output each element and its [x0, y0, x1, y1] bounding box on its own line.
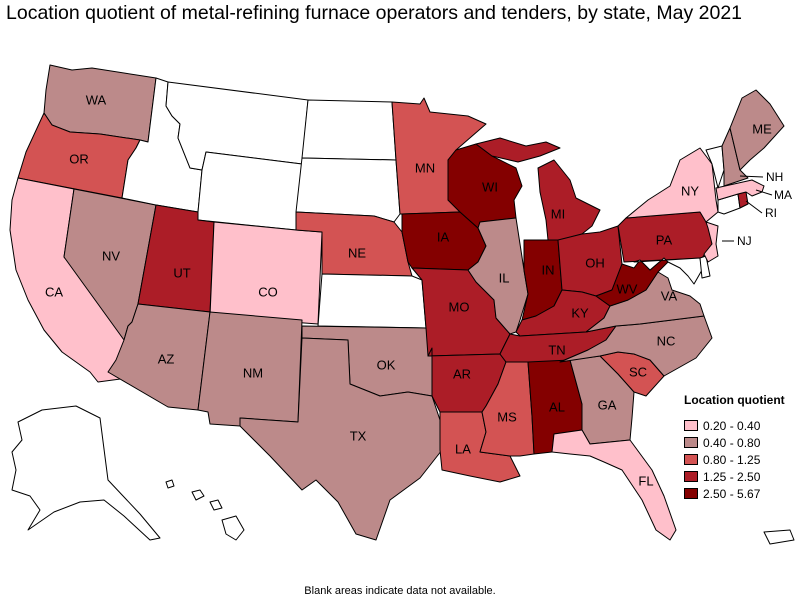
state-labels: WA OR CA NV UT CO AZ NM NE OK TX MN IA M… — [45, 92, 792, 488]
footnote: Blank areas indicate data not available. — [304, 585, 496, 597]
label-mn: MN — [415, 160, 435, 175]
label-ri: RI — [765, 206, 777, 220]
state-mi[interactable] — [475, 137, 601, 241]
state-nj[interactable] — [703, 221, 719, 263]
label-az: AZ — [158, 351, 175, 366]
legend: Location quotient 0.20 - 0.40 0.40 - 0.8… — [684, 393, 796, 502]
state-hi[interactable] — [165, 479, 245, 541]
map-title: Location quotient of metal-refining furn… — [6, 2, 743, 24]
legend-label-3: 0.80 - 1.25 — [703, 452, 761, 467]
state-co[interactable] — [209, 221, 323, 325]
label-nh: NH — [766, 170, 783, 184]
state-vt[interactable] — [705, 145, 725, 189]
label-pa: PA — [656, 232, 673, 247]
legend-item-4: 1.25 - 2.50 — [684, 468, 796, 485]
state-nd[interactable] — [301, 99, 397, 161]
label-mo: MO — [449, 299, 470, 314]
label-va: VA — [661, 288, 678, 303]
label-ma: MA — [774, 188, 792, 202]
state-me[interactable] — [729, 89, 785, 171]
label-al: AL — [549, 399, 565, 414]
state-ms[interactable] — [479, 361, 535, 457]
legend-title: Location quotient — [684, 393, 785, 407]
label-tx: TX — [350, 428, 367, 443]
label-nv: NV — [102, 248, 120, 263]
legend-label-1: 0.20 - 0.40 — [703, 418, 761, 433]
legend-swatch-1 — [684, 420, 698, 431]
label-me: ME — [752, 121, 772, 136]
state-ks[interactable] — [317, 273, 427, 329]
state-ri[interactable] — [737, 191, 749, 209]
legend-swatch-2 — [684, 437, 698, 448]
label-sc: SC — [629, 364, 647, 379]
label-ga: GA — [598, 397, 617, 412]
legend-swatch-5 — [684, 488, 698, 499]
state-ak[interactable] — [11, 405, 161, 541]
label-ok: OK — [377, 357, 396, 372]
label-fl: FL — [638, 473, 653, 488]
legend-swatch-3 — [684, 454, 698, 465]
leader-ri — [745, 200, 763, 214]
label-wv: WV — [617, 281, 638, 296]
state-pr[interactable] — [763, 529, 795, 545]
legend-item-3: 0.80 - 1.25 — [684, 451, 796, 468]
legend-item-2: 0.40 - 0.80 — [684, 434, 796, 451]
leader-ma — [755, 189, 773, 196]
legend-label-4: 1.25 - 2.50 — [703, 469, 761, 484]
label-mi: MI — [551, 206, 565, 221]
state-ne[interactable] — [295, 211, 413, 277]
legend-item-1: 0.20 - 0.40 — [684, 417, 796, 434]
label-co: CO — [258, 284, 278, 299]
label-il: IL — [499, 270, 510, 285]
label-or: OR — [69, 151, 89, 166]
label-nc: NC — [657, 333, 676, 348]
state-wy[interactable] — [197, 151, 303, 231]
label-oh: OH — [585, 255, 605, 270]
legend-label-2: 0.40 - 0.80 — [703, 435, 761, 450]
legend-item-5: 2.50 - 5.67 — [684, 485, 796, 502]
state-ny[interactable] — [625, 147, 719, 223]
state-de[interactable] — [699, 255, 711, 279]
label-in: IN — [542, 262, 555, 277]
label-ca: CA — [45, 284, 63, 299]
label-nj: NJ — [737, 234, 752, 248]
label-wi: WI — [482, 179, 498, 194]
state-fl[interactable] — [551, 429, 677, 541]
label-wa: WA — [86, 92, 107, 107]
state-ma[interactable] — [715, 179, 765, 201]
label-ne: NE — [348, 245, 366, 260]
legend-label-5: 2.50 - 5.67 — [703, 486, 761, 501]
label-tn: TN — [548, 342, 565, 357]
label-ia: IA — [437, 229, 450, 244]
label-ar: AR — [453, 366, 471, 381]
legend-swatch-4 — [684, 471, 698, 482]
leader-nh — [739, 175, 764, 178]
label-ms: MS — [497, 409, 517, 424]
label-nm: NM — [243, 365, 263, 380]
label-ny: NY — [681, 183, 699, 198]
label-ut: UT — [173, 265, 190, 280]
label-la: LA — [455, 441, 471, 456]
state-tx[interactable] — [239, 337, 443, 541]
label-ky: KY — [571, 305, 589, 320]
